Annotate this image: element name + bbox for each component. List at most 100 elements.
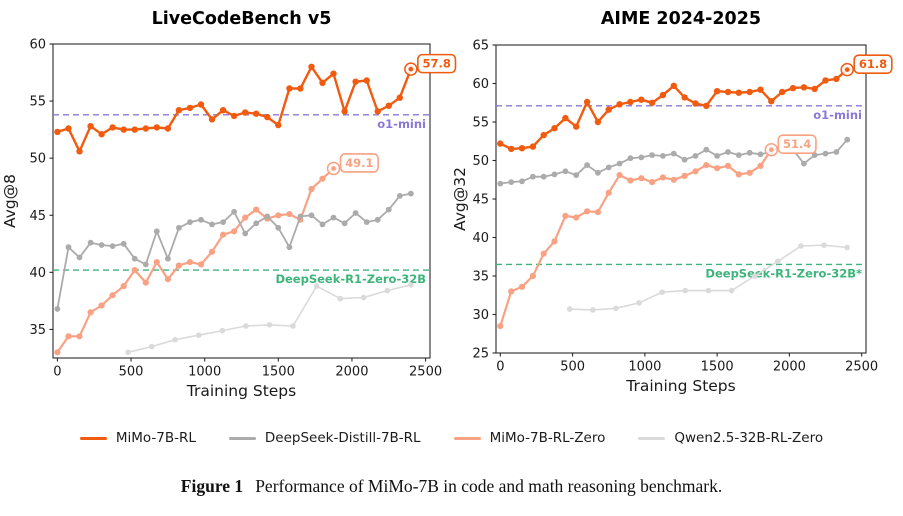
data-point: [297, 213, 304, 220]
data-point: [87, 309, 94, 316]
data-point: [497, 140, 504, 147]
data-point: [164, 125, 172, 132]
data-point: [822, 150, 829, 157]
legend-item-mimo-7b-rl-zero: MiMo-7B-RL-Zero: [453, 430, 605, 446]
data-point: [703, 146, 710, 153]
data-point: [595, 169, 601, 176]
data-point: [308, 212, 315, 219]
end-value-box-mimo-7b-rl-zero: [339, 153, 379, 173]
data-point: [319, 175, 326, 182]
x-tick-label: 1500: [701, 360, 734, 375]
y-tick-label: 45: [29, 209, 46, 224]
data-point: [242, 109, 249, 116]
data-point: [627, 177, 634, 184]
data-point: [605, 106, 612, 113]
data-point: [757, 151, 764, 158]
data-point: [396, 94, 403, 101]
data-point: [153, 228, 160, 235]
data-point: [627, 155, 634, 162]
data-point: [594, 209, 601, 216]
data-point: [659, 289, 665, 296]
data-point: [713, 88, 721, 95]
data-point: [142, 125, 149, 132]
data-point: [562, 168, 569, 175]
data-point: [540, 173, 547, 180]
data-point: [757, 162, 764, 169]
data-point: [253, 110, 260, 117]
x-tick-label: 500: [119, 365, 144, 380]
baseline-label-deepseek-r1-zero-32b: DeepSeek-R1-Zero-32B*: [705, 266, 862, 280]
data-point: [649, 152, 655, 159]
data-point: [131, 126, 138, 133]
data-point: [724, 162, 732, 169]
data-point: [562, 114, 569, 122]
end-marker-dot: [769, 147, 774, 153]
data-point: [751, 273, 758, 279]
data-point: [562, 212, 569, 219]
data-point: [670, 176, 677, 183]
y-axis-label: Avg@32: [451, 167, 469, 231]
data-point: [648, 99, 656, 107]
data-point: [518, 145, 526, 152]
data-point: [627, 98, 634, 106]
data-point: [714, 165, 721, 172]
data-point: [775, 258, 781, 265]
data-point: [616, 172, 623, 179]
data-point: [638, 154, 645, 161]
data-point: [681, 156, 688, 163]
data-point: [330, 70, 337, 77]
data-point: [187, 219, 193, 226]
data-point: [833, 75, 840, 83]
data-point: [109, 243, 116, 250]
data-point: [735, 171, 742, 178]
data-point: [264, 213, 271, 220]
data-point: [131, 255, 138, 262]
data-point: [540, 131, 547, 139]
x-tick-label: 2500: [409, 365, 442, 380]
legend-item-qwen2-5-32b-rl-zero: Qwen2.5-32B-RL-Zero: [638, 430, 823, 446]
baseline-label-o1-mini: o1-mini: [813, 108, 862, 122]
data-point: [551, 125, 558, 132]
data-point: [120, 126, 127, 133]
y-tick-label: 60: [29, 38, 46, 53]
data-point: [660, 153, 666, 159]
data-point: [125, 349, 131, 356]
data-point: [705, 287, 712, 294]
data-point: [197, 261, 205, 268]
figure-caption-label: Figure 1: [180, 475, 244, 496]
legend-label: DeepSeek-Distill-7B-RL: [264, 430, 421, 446]
y-axis-label: Avg@8: [1, 174, 19, 228]
data-point: [54, 349, 61, 356]
data-point: [186, 104, 194, 112]
data-point: [319, 221, 326, 228]
data-point: [176, 224, 182, 231]
data-point: [360, 294, 367, 301]
data-point: [724, 88, 732, 96]
x-axis-label: Training Steps: [186, 382, 296, 400]
data-point: [186, 259, 194, 266]
data-point: [313, 283, 320, 289]
end-value-label-mimo-7b-rl-zero: 51.4: [783, 137, 811, 151]
data-point: [242, 214, 249, 221]
end-marker-dot: [331, 166, 336, 171]
data-point: [337, 295, 344, 302]
data-point: [789, 84, 797, 92]
data-point: [165, 255, 171, 262]
data-point: [821, 242, 827, 248]
data-point: [573, 214, 580, 221]
data-point: [768, 98, 775, 105]
data-point: [408, 282, 414, 288]
data-point: [408, 190, 414, 197]
data-point: [385, 102, 392, 109]
x-tick-label: 1500: [262, 365, 295, 380]
data-point: [330, 214, 337, 221]
data-point: [681, 94, 688, 101]
data-point: [616, 160, 623, 167]
data-point: [692, 168, 699, 175]
legend-line-swatch: [638, 436, 666, 440]
legend: MiMo-7B-RL DeepSeek-Distill-7B-RL MiMo-7B-…: [0, 418, 903, 458]
y-tick-label: 60: [472, 77, 489, 92]
data-point: [659, 174, 666, 181]
data-point: [196, 332, 202, 339]
data-point: [286, 244, 293, 251]
